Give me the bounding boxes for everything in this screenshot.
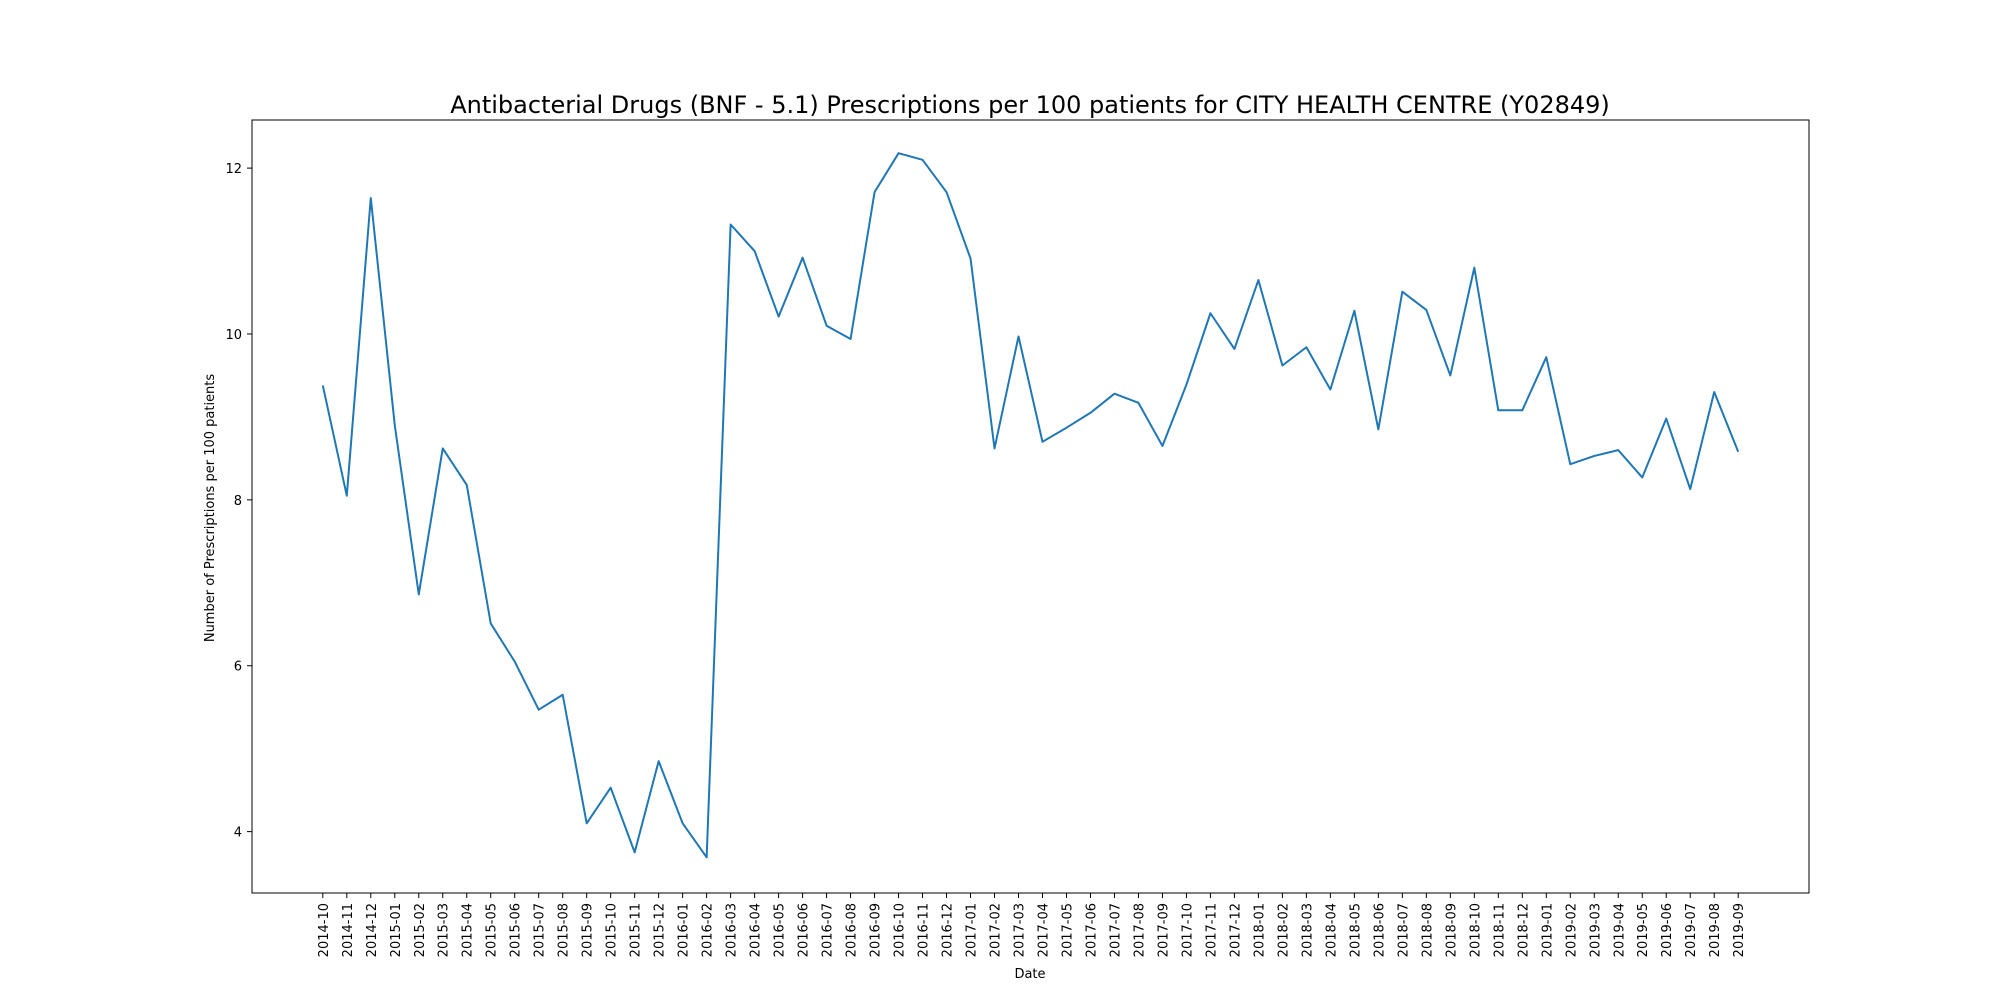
x-tick-label: 2019-09 (1732, 903, 1747, 957)
plot-area-frame (251, 119, 1810, 894)
x-tick-label: 2014-10 (317, 903, 332, 957)
x-tick-label: 2019-06 (1660, 903, 1675, 957)
x-tick-label: 2017-04 (1036, 903, 1051, 957)
x-tick-label: 2016-05 (773, 903, 788, 957)
x-tick-label: 2017-09 (1156, 903, 1171, 957)
x-tick-label: 2017-03 (1013, 903, 1028, 957)
x-tick-label: 2019-03 (1588, 903, 1603, 957)
x-tick-label: 2016-08 (845, 903, 860, 957)
x-tick-label: 2015-01 (389, 903, 404, 957)
x-tick-label: 2016-07 (821, 903, 836, 957)
x-axis-ticks: 2014-10 2014-11 2014-12 2015-01 2015-02 2015-… (317, 893, 1747, 957)
x-tick-label: 2016-06 (797, 903, 812, 957)
x-tick-label: 2016-09 (869, 903, 884, 957)
y-tick-label: 4 (234, 826, 242, 841)
chart-title: Antibacterial Drugs (BNF - 5.1) Prescrip… (450, 91, 1610, 119)
x-tick-label: 2017-11 (1204, 903, 1219, 957)
x-tick-label: 2017-05 (1060, 903, 1075, 957)
x-tick-label: 2015-07 (533, 903, 548, 957)
x-tick-label: 2018-01 (1252, 903, 1267, 957)
x-tick-label: 2019-08 (1708, 903, 1723, 957)
x-tick-label: 2015-03 (437, 903, 452, 957)
x-tick-label: 2015-10 (605, 903, 620, 957)
y-tick-label: 8 (234, 494, 242, 509)
x-tick-label: 2017-01 (965, 903, 980, 957)
x-tick-label: 2016-03 (725, 903, 740, 957)
x-tick-label: 2018-09 (1444, 903, 1459, 957)
x-tick-label: 2016-01 (677, 903, 692, 957)
x-tick-label: 2018-10 (1468, 903, 1483, 957)
x-tick-label: 2015-09 (581, 903, 596, 957)
series-line (321, 152, 1740, 859)
x-tick-label: 2018-11 (1492, 903, 1507, 957)
x-tick-label: 2016-04 (749, 903, 764, 957)
x-tick-label: 2016-10 (893, 903, 908, 957)
x-tick-label: 2014-12 (365, 903, 380, 957)
x-tick-label: 2014-11 (341, 903, 356, 957)
y-axis-label: Number of Prescriptions per 100 patients (203, 374, 218, 643)
x-tick-label: 2019-07 (1684, 903, 1699, 957)
x-tick-label: 2019-01 (1540, 903, 1555, 957)
x-tick-label: 2018-07 (1396, 903, 1411, 957)
x-tick-label: 2015-06 (509, 903, 524, 957)
x-tick-label: 2018-06 (1372, 903, 1387, 957)
x-tick-label: 2018-05 (1348, 903, 1363, 957)
x-tick-label: 2015-04 (461, 903, 476, 957)
x-tick-label: 2015-05 (485, 903, 500, 957)
x-tick-label: 2017-06 (1084, 903, 1099, 957)
x-tick-label: 2017-02 (989, 903, 1004, 957)
y-tick-label: 6 (234, 660, 242, 675)
x-tick-label: 2017-07 (1108, 903, 1123, 957)
y-tick-label: 12 (225, 162, 242, 177)
x-tick-label: 2018-12 (1516, 903, 1531, 957)
x-tick-label: 2019-05 (1636, 903, 1651, 957)
x-tick-label: 2016-11 (917, 903, 932, 957)
x-tick-label: 2015-11 (629, 903, 644, 957)
x-tick-label: 2018-02 (1276, 903, 1291, 957)
x-axis-label: Date (1014, 967, 1045, 982)
x-tick-label: 2015-08 (557, 903, 572, 957)
x-tick-label: 2016-02 (701, 903, 716, 957)
x-tick-label: 2017-08 (1132, 903, 1147, 957)
x-tick-label: 2017-12 (1228, 903, 1243, 957)
x-tick-label: 2015-02 (413, 903, 428, 957)
x-tick-label: 2015-12 (653, 903, 668, 957)
y-tick-label: 10 (225, 328, 242, 343)
x-tick-label: 2018-03 (1300, 903, 1315, 957)
x-tick-label: 2017-10 (1180, 903, 1195, 957)
x-tick-label: 2019-02 (1564, 903, 1579, 957)
x-tick-label: 2019-04 (1612, 903, 1627, 957)
x-tick-label: 2018-08 (1420, 903, 1435, 957)
y-axis-ticks: 4 6 8 10 12 (225, 162, 252, 841)
x-tick-label: 2018-04 (1324, 903, 1339, 957)
x-tick-label: 2016-12 (941, 903, 956, 957)
